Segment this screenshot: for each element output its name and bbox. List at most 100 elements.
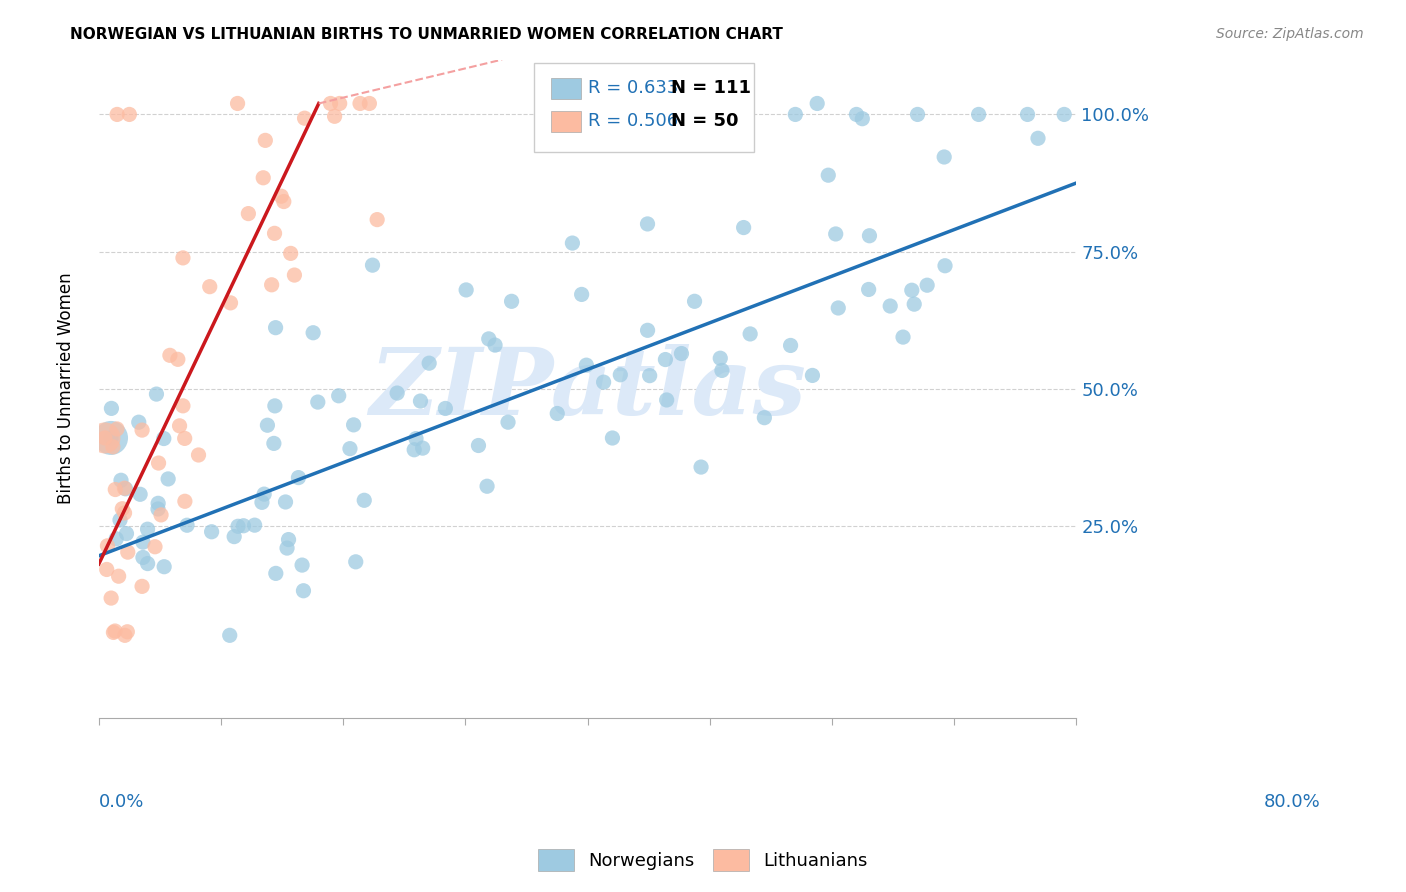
Point (903, 297, 925, 311)
Point (218, 628, 240, 642)
Point (475, 479, 498, 493)
Point (851, 112, 873, 126)
Point (323, 109, 346, 123)
Point (302, 326, 325, 340)
Point (353, 493, 375, 508)
Point (571, 287, 593, 301)
Point (110, 473, 132, 487)
Point (602, 431, 624, 445)
Point (250, 495, 273, 509)
Point (166, 352, 188, 367)
Point (907, 107, 929, 121)
Point (100, 401, 122, 416)
Point (136, 557, 159, 571)
Point (150, 508, 173, 522)
Point (637, 323, 659, 337)
Point (105, 532, 128, 546)
Point (404, 442, 426, 457)
Point (654, 352, 676, 367)
Point (103, 625, 125, 640)
Point (292, 583, 315, 598)
Point (287, 470, 309, 484)
Point (114, 506, 136, 520)
Point (349, 96, 371, 111)
Point (187, 448, 209, 462)
Point (858, 283, 880, 297)
Point (412, 441, 434, 455)
Point (785, 107, 807, 121)
Point (114, 481, 136, 495)
Point (845, 107, 868, 121)
Point (104, 624, 127, 638)
Point (858, 228, 880, 243)
Point (655, 392, 678, 407)
Point (253, 487, 276, 501)
Point (118, 107, 141, 121)
Point (148, 456, 170, 470)
Point (915, 278, 938, 293)
Point (173, 494, 195, 508)
Point (105, 107, 128, 121)
Point (801, 368, 824, 383)
Point (478, 332, 501, 346)
Point (1053, 107, 1076, 121)
Point (575, 358, 598, 372)
Point (501, 294, 523, 309)
Point (733, 220, 755, 235)
Point (434, 401, 457, 416)
Point (1017, 107, 1039, 121)
Point (131, 423, 153, 437)
Point (172, 399, 194, 413)
Point (817, 168, 839, 182)
Point (100, 431, 122, 445)
Point (264, 566, 287, 581)
Point (232, 518, 254, 533)
Point (638, 368, 661, 383)
Point (252, 170, 274, 185)
Point (145, 387, 167, 401)
FancyBboxPatch shape (551, 78, 581, 99)
Point (146, 496, 169, 510)
Point (226, 96, 249, 111)
Point (114, 628, 136, 642)
Point (104, 483, 127, 497)
Point (405, 432, 427, 446)
Point (1026, 131, 1049, 145)
Point (100, 591, 122, 605)
Point (224, 530, 246, 544)
Point (132, 550, 155, 565)
Point (111, 501, 134, 516)
Point (496, 415, 519, 429)
Point (270, 189, 292, 203)
Point (409, 394, 432, 409)
Point (291, 558, 314, 573)
Text: 0.0%: 0.0% (98, 793, 145, 811)
Point (260, 277, 283, 292)
Point (132, 535, 155, 549)
Point (96, 539, 118, 553)
Point (169, 418, 191, 433)
Point (637, 217, 659, 231)
Point (238, 206, 260, 220)
Y-axis label: Births to Unmarried Women: Births to Unmarried Women (58, 273, 75, 504)
Point (114, 482, 136, 496)
Point (779, 338, 801, 352)
Text: N = 50: N = 50 (671, 112, 738, 130)
Point (879, 299, 901, 313)
Text: NORWEGIAN VS LITHUANIAN BIRTHS TO UNMARRIED WOMEN CORRELATION CHART: NORWEGIAN VS LITHUANIAN BIRTHS TO UNMARR… (70, 27, 783, 42)
Point (824, 227, 846, 241)
Point (344, 555, 367, 569)
Point (418, 356, 440, 370)
Point (131, 579, 153, 593)
Point (101, 440, 124, 454)
Point (117, 545, 139, 559)
Point (709, 351, 731, 366)
Point (361, 258, 384, 272)
Point (280, 246, 302, 260)
Point (319, 96, 342, 111)
Point (153, 432, 176, 446)
Point (342, 417, 364, 432)
Point (274, 495, 297, 509)
Point (198, 279, 221, 293)
Point (176, 518, 198, 533)
